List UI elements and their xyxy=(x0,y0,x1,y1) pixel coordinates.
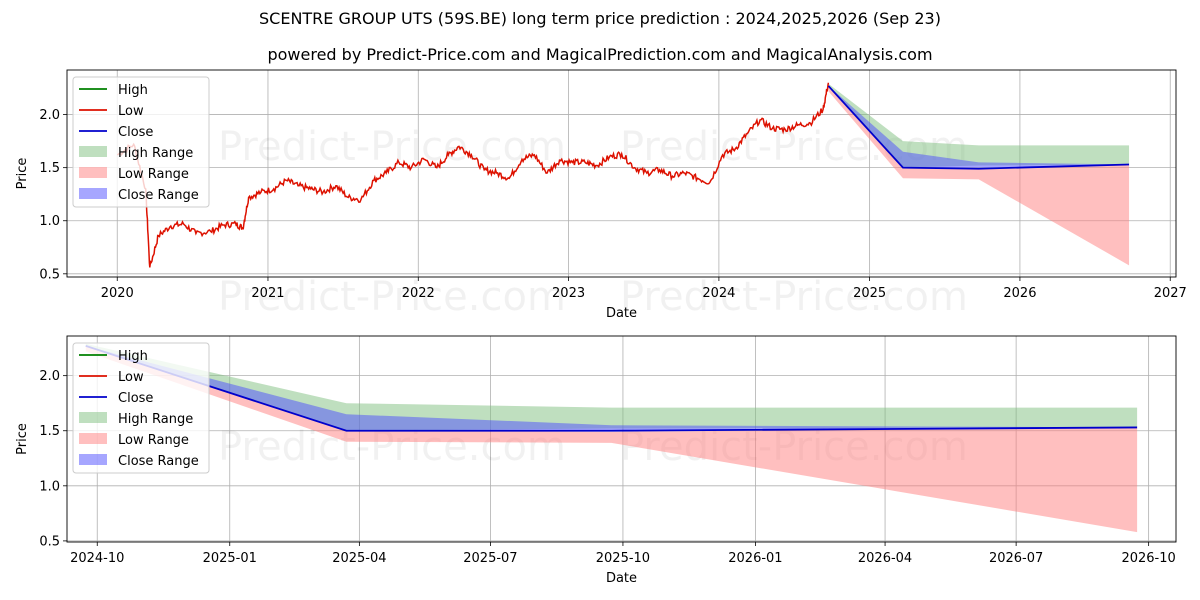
high-range-band xyxy=(85,343,1138,431)
y-axis-label: Price xyxy=(15,158,30,190)
legend-label: Close Range xyxy=(118,188,199,203)
x-tick-label: 2026 xyxy=(1003,286,1036,301)
legend-label: Close xyxy=(118,125,153,140)
y-tick-label: 0.5 xyxy=(39,267,60,282)
plot-area xyxy=(116,82,1130,268)
plot-area xyxy=(85,343,1138,533)
plot-frame xyxy=(66,69,1177,278)
x-axis-label: Date xyxy=(606,571,637,586)
low-range-band xyxy=(828,85,1130,266)
legend-swatch xyxy=(79,188,107,199)
legend-label: High Range xyxy=(118,412,193,427)
x-tick-label: 2025-10 xyxy=(596,551,650,566)
x-tick-label: 2025-01 xyxy=(203,551,257,566)
watermark: Predict-Price.com xyxy=(620,274,968,320)
chart-subtitle: powered by Predict-Price.com and Magical… xyxy=(267,45,933,64)
legend: High Low Close High Range Low Range Close Ran… xyxy=(72,342,210,474)
legend-label: Close Range xyxy=(118,454,199,469)
x-tick-label: 2022 xyxy=(402,286,435,301)
high-range-band xyxy=(828,83,1130,168)
y-tick-label: 1.5 xyxy=(39,424,60,439)
x-tick-label: 2027 xyxy=(1154,286,1187,301)
chart-panel-1: 2020 2021 2022 2023 2024 2025 2026 2027 0.5 1.0 1.… xyxy=(15,69,1187,321)
x-tick-label: 2024 xyxy=(702,286,735,301)
legend-swatch xyxy=(79,433,107,444)
legend-label: High Range xyxy=(118,146,193,161)
legend-label: High xyxy=(118,349,148,364)
watermark: Predict-Price.com xyxy=(218,124,566,170)
y-tick-label: 2.0 xyxy=(39,108,60,123)
plot-frame xyxy=(66,335,1177,543)
legend-label: Low Range xyxy=(118,433,189,448)
y-tick-label: 1.5 xyxy=(39,161,60,176)
x-tick-label: 2026-07 xyxy=(989,551,1043,566)
watermark: Predict-Price.com xyxy=(218,274,566,320)
legend-swatch xyxy=(79,454,107,465)
legend-label: Low Range xyxy=(118,167,189,182)
x-tick-label: 2026-10 xyxy=(1121,551,1175,566)
chart-panel-2: 2024-10 2025-01 2025-04 2025-07 2025-10 2026-… xyxy=(15,335,1177,586)
legend: High Low Close High Range Low Range Close Ran… xyxy=(72,76,210,208)
x-tick-label: 2025-07 xyxy=(463,551,517,566)
close-forecast-line xyxy=(85,345,1138,432)
legend-label: Low xyxy=(118,370,144,385)
x-tick-label: 2026-04 xyxy=(858,551,912,566)
legend-swatch xyxy=(79,146,107,157)
x-tick-label: 2025-04 xyxy=(332,551,386,566)
close-forecast-line xyxy=(827,85,1130,170)
x-tick-label: 2021 xyxy=(251,286,284,301)
x-tick-label: 2026-01 xyxy=(728,551,782,566)
legend-swatch xyxy=(79,167,107,178)
history-low-line xyxy=(116,82,830,268)
legend-label: Close xyxy=(118,391,153,406)
x-tick-label: 2020 xyxy=(101,286,134,301)
low-range-band xyxy=(85,345,1138,533)
legend-label: Low xyxy=(118,104,144,119)
x-axis-label: Date xyxy=(606,306,637,321)
x-tick-label: 2025 xyxy=(853,286,886,301)
x-tick-label: 2024-10 xyxy=(70,551,124,566)
x-tick-label: 2023 xyxy=(552,286,585,301)
y-tick-label: 1.0 xyxy=(39,214,60,229)
y-tick-label: 2.0 xyxy=(39,369,60,384)
y-tick-label: 0.5 xyxy=(39,534,60,549)
y-tick-label: 1.0 xyxy=(39,479,60,494)
legend-swatch xyxy=(79,412,107,423)
legend-label: High xyxy=(118,83,148,98)
chart-title: SCENTRE GROUP UTS (59S.BE) long term pri… xyxy=(259,9,941,28)
y-axis-label: Price xyxy=(15,423,30,455)
